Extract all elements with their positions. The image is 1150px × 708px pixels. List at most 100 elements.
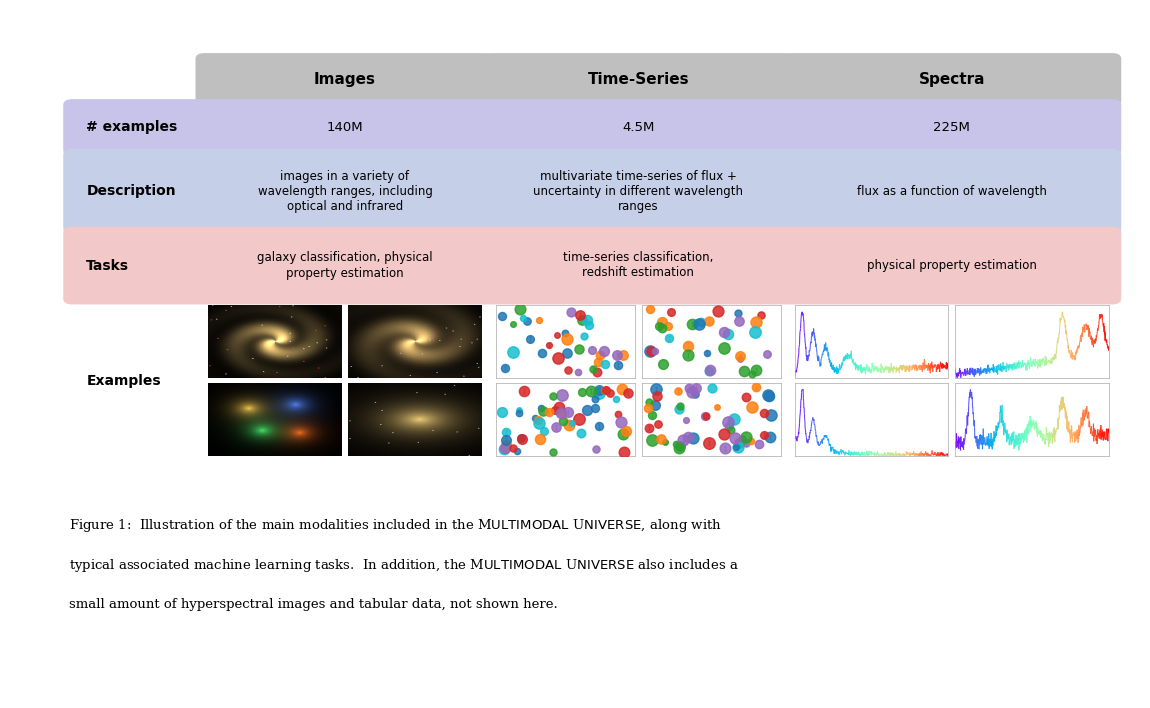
Text: typical associated machine learning tasks.  In addition, the M$\rm{ULTIMODAL}$ U: typical associated machine learning task…	[69, 557, 738, 574]
Point	[608, 360, 627, 371]
Point	[754, 407, 773, 418]
Text: Figure 1:  Illustration of the main modalities included in the M$\rm{ULTIMODAL}$: Figure 1: Illustration of the main modal…	[69, 517, 722, 534]
Point	[529, 414, 547, 426]
Point	[722, 424, 741, 435]
Point	[696, 410, 714, 421]
Point	[680, 431, 698, 442]
Point	[729, 315, 748, 326]
Point	[559, 364, 577, 375]
Text: Images: Images	[314, 72, 376, 87]
Point	[572, 428, 590, 439]
Point	[544, 447, 562, 458]
Point	[643, 434, 661, 445]
Point	[642, 346, 660, 357]
Text: # examples: # examples	[86, 120, 177, 135]
Point	[756, 429, 774, 440]
Point	[530, 315, 549, 326]
Point	[529, 417, 547, 428]
Point	[504, 318, 522, 329]
Point	[657, 437, 675, 448]
Point	[670, 442, 689, 454]
Point	[727, 442, 745, 453]
FancyBboxPatch shape	[63, 227, 1121, 304]
Point	[650, 321, 668, 332]
Point	[497, 440, 515, 451]
Point	[742, 435, 760, 447]
Point	[700, 365, 719, 377]
FancyBboxPatch shape	[63, 99, 1121, 156]
Point	[573, 387, 591, 398]
Point	[512, 433, 530, 444]
Point	[511, 304, 529, 315]
Text: Tasks: Tasks	[86, 258, 129, 273]
Point	[585, 394, 604, 405]
Text: Description: Description	[86, 184, 176, 198]
Point	[726, 432, 744, 443]
Point	[584, 363, 603, 375]
Point	[687, 389, 705, 400]
Text: galaxy classification, physical
property estimation: galaxy classification, physical property…	[258, 251, 432, 280]
Point	[720, 420, 738, 431]
Point	[562, 418, 581, 429]
Point	[692, 316, 711, 328]
Point	[509, 407, 528, 418]
Point	[494, 444, 513, 455]
Point	[597, 384, 615, 395]
Point	[652, 316, 670, 328]
Point	[639, 396, 658, 408]
Text: multivariate time-series of flux +
uncertainty in different wavelength
ranges: multivariate time-series of flux + uncer…	[534, 170, 743, 212]
Point	[759, 389, 777, 400]
Point	[521, 333, 539, 344]
Point	[730, 353, 749, 365]
Point	[700, 365, 719, 376]
Point	[614, 447, 632, 458]
Point	[569, 413, 588, 425]
Point	[737, 437, 756, 448]
Point	[493, 406, 512, 418]
Point	[697, 411, 715, 422]
Point	[735, 365, 753, 377]
Point	[496, 362, 514, 373]
Point	[596, 384, 614, 396]
Point	[540, 339, 559, 350]
Text: 225M: 225M	[933, 121, 971, 134]
Point	[761, 409, 780, 421]
Point	[511, 404, 529, 416]
Point	[590, 350, 608, 361]
Point	[669, 404, 688, 415]
Point	[670, 440, 689, 451]
Point	[531, 433, 550, 444]
Point	[642, 304, 660, 315]
Text: time-series classification,
redshift estimation: time-series classification, redshift est…	[564, 251, 713, 280]
Point	[682, 318, 700, 329]
Point	[731, 350, 750, 361]
Point	[708, 401, 727, 412]
FancyBboxPatch shape	[782, 53, 1121, 106]
Point	[674, 434, 692, 445]
Point	[577, 404, 596, 416]
Point	[647, 391, 666, 402]
Point	[585, 402, 604, 413]
Text: 4.5M: 4.5M	[622, 121, 654, 134]
Point	[748, 316, 766, 328]
Text: flux as a function of wavelength: flux as a function of wavelength	[857, 185, 1046, 198]
Point	[680, 382, 698, 394]
Point	[559, 407, 577, 418]
Point	[715, 326, 734, 338]
Point	[560, 419, 578, 430]
Point	[551, 407, 569, 418]
Point	[526, 412, 544, 423]
Point	[715, 428, 734, 440]
Point	[647, 383, 666, 394]
Point	[750, 438, 768, 450]
Point	[493, 311, 512, 322]
Point	[661, 306, 680, 317]
Point	[590, 388, 608, 399]
Point	[549, 353, 567, 364]
Point	[746, 326, 765, 337]
Point	[558, 333, 576, 345]
Point	[552, 407, 570, 418]
Point	[552, 389, 570, 401]
Point	[719, 417, 737, 428]
Point	[546, 421, 565, 433]
